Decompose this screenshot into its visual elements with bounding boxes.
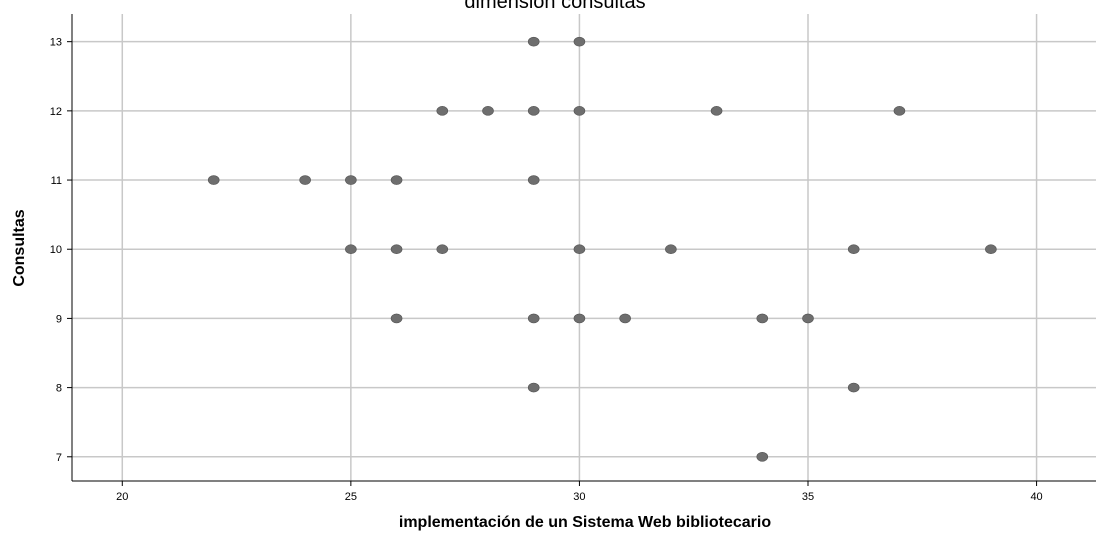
data-point bbox=[390, 313, 403, 324]
data-point bbox=[527, 313, 540, 324]
axes bbox=[67, 14, 1096, 486]
tick-labels: 20 25 30 35 40 7 8 9 10 11 12 13 bbox=[50, 37, 1043, 503]
data-point bbox=[573, 313, 586, 324]
data-point bbox=[527, 382, 540, 393]
data-point bbox=[436, 244, 449, 255]
x-tick-label: 30 bbox=[573, 491, 585, 503]
data-point bbox=[573, 244, 586, 255]
data-point bbox=[756, 451, 769, 462]
x-tick-label: 35 bbox=[802, 491, 814, 503]
y-tick-label: 12 bbox=[50, 106, 62, 118]
data-point bbox=[847, 244, 860, 255]
y-tick-label: 10 bbox=[50, 244, 62, 256]
data-point bbox=[802, 313, 814, 324]
data-point bbox=[436, 106, 449, 116]
y-axis-label: Consultas bbox=[11, 209, 28, 286]
data-point bbox=[527, 175, 540, 185]
data-point bbox=[482, 106, 494, 116]
data-point bbox=[299, 175, 311, 185]
y-tick-label: 9 bbox=[56, 313, 62, 325]
x-tick-label: 20 bbox=[116, 491, 128, 503]
x-tick-label: 40 bbox=[1030, 491, 1042, 503]
data-point bbox=[390, 244, 403, 255]
y-tick-label: 7 bbox=[56, 452, 62, 464]
x-tick-label: 25 bbox=[345, 491, 357, 503]
y-tick-label: 11 bbox=[51, 175, 62, 187]
data-point bbox=[847, 382, 860, 393]
data-point bbox=[390, 175, 403, 185]
data-point bbox=[665, 244, 677, 255]
y-tick-label: 13 bbox=[50, 37, 62, 49]
data-point bbox=[207, 175, 220, 185]
data-point bbox=[573, 106, 586, 116]
y-tick-label: 8 bbox=[56, 383, 62, 395]
data-point bbox=[619, 313, 631, 324]
data-points bbox=[207, 36, 997, 462]
data-point bbox=[527, 106, 540, 116]
x-axis-label: implementación de un Sistema Web bibliot… bbox=[399, 514, 771, 531]
data-point bbox=[710, 106, 723, 116]
data-point bbox=[345, 244, 357, 255]
data-point bbox=[573, 36, 586, 47]
chart-title: dimensión consultas bbox=[464, 0, 645, 13]
data-point bbox=[527, 36, 540, 47]
data-point bbox=[345, 175, 357, 185]
data-point bbox=[985, 244, 997, 255]
data-point bbox=[756, 313, 769, 324]
data-point bbox=[893, 106, 906, 116]
